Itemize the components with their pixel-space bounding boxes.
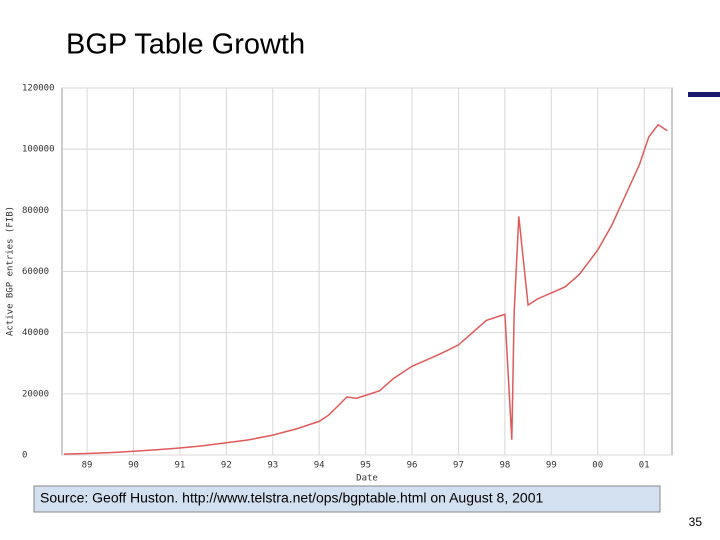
x-tick-label: 95 [360, 461, 371, 471]
y-axis-label: Active BGP entries (FIB) [6, 206, 16, 336]
y-tick-label: 120000 [22, 84, 55, 94]
y-tick-label: 80000 [22, 206, 49, 216]
x-tick-label: 97 [453, 461, 464, 471]
y-tick-label: 0 [22, 451, 27, 461]
x-tick-label: 94 [314, 461, 325, 471]
x-tick-label: 89 [82, 461, 93, 471]
x-tick-label: 91 [174, 461, 185, 471]
x-tick-label: 96 [407, 461, 418, 471]
slide-title: BGP Table Growth [66, 29, 305, 61]
source-text: Source: Geoff Huston. http://www.telstra… [40, 490, 543, 506]
page-number: 35 [689, 515, 703, 529]
x-axis-label: Date [356, 474, 378, 484]
accent-bar [688, 92, 720, 97]
y-tick-label: 60000 [22, 267, 49, 277]
y-tick-label: 40000 [22, 328, 49, 338]
x-tick-label: 98 [499, 461, 510, 471]
y-tick-label: 20000 [22, 389, 49, 399]
x-tick-label: 99 [546, 461, 557, 471]
plot [63, 123, 668, 455]
x-tick-label: 00 [592, 461, 603, 471]
x-tick-label: 92 [221, 461, 232, 471]
x-tick-label: 01 [639, 461, 650, 471]
source-box [33, 485, 661, 513]
x-tick-label: 93 [267, 461, 278, 471]
y-tick-label: 100000 [22, 145, 55, 155]
data-line [63, 123, 668, 455]
grid [62, 87, 672, 456]
x-tick-label: 90 [128, 461, 139, 471]
